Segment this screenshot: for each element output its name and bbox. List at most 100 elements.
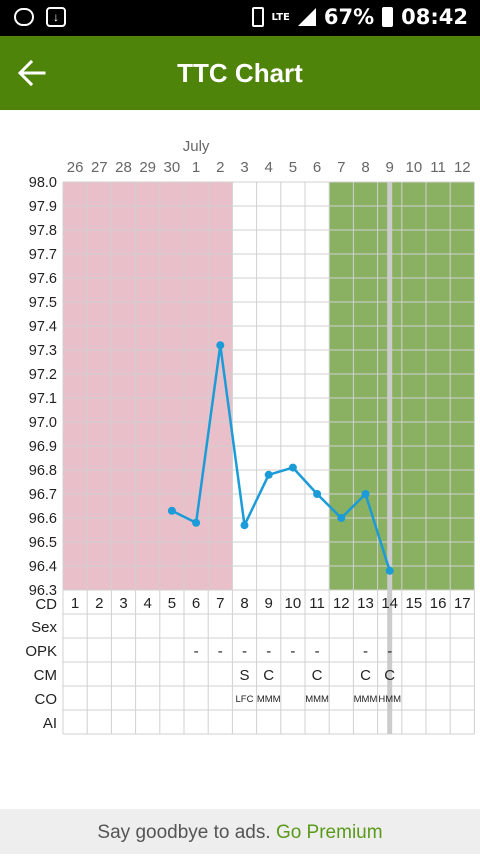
row-label-opk: OPK	[25, 643, 57, 660]
row-cell-opk: -	[315, 643, 320, 660]
date-label: 29	[139, 159, 156, 176]
y-tick-label: 97.2	[29, 367, 57, 383]
ad-banner: Say goodbye to ads. Go Premium	[0, 809, 480, 854]
y-tick-label: 97.9	[29, 199, 57, 215]
app-bar: TTC Chart	[0, 36, 480, 110]
row-label-co: CO	[35, 691, 58, 708]
y-tick-label: 97.0	[29, 415, 57, 431]
y-tick-label: 98.0	[29, 175, 57, 191]
row-cell-co: LFC	[236, 694, 254, 705]
battery-percent: 67%	[323, 5, 375, 29]
temperature-point[interactable]	[313, 490, 322, 498]
cycle-day-label: 17	[454, 595, 471, 612]
y-tick-label: 97.8	[29, 223, 57, 239]
cycle-day-label: 1	[71, 595, 79, 612]
y-tick-label: 97.3	[29, 343, 57, 359]
network-type: LTE	[271, 11, 290, 23]
row-cell-opk: -	[242, 643, 247, 660]
status-bar: ↓ LTE 67% 08:42	[0, 0, 480, 36]
date-label: 26	[67, 159, 84, 176]
y-tick-label: 96.3	[29, 583, 57, 599]
row-cell-opk: -	[218, 643, 223, 660]
temperature-point[interactable]	[192, 518, 201, 527]
row-cell-opk: -	[266, 643, 271, 660]
temperature-point[interactable]	[288, 463, 297, 472]
date-label: 5	[289, 159, 297, 176]
vibrate-icon	[251, 7, 264, 27]
cycle-day-label: 6	[192, 595, 200, 612]
temperature-point[interactable]	[385, 566, 394, 575]
date-label: 7	[337, 159, 345, 176]
cycle-day-label: 14	[381, 595, 398, 612]
cycle-day-label: 9	[265, 595, 273, 612]
battery-icon	[382, 7, 394, 27]
date-label: 9	[386, 159, 394, 176]
cycle-day-label: 16	[430, 595, 447, 612]
date-label: 10	[406, 159, 423, 176]
cycle-day-label: 2	[95, 595, 103, 612]
temperature-point[interactable]	[361, 490, 370, 498]
row-label-ai: AI	[43, 715, 57, 732]
date-label: 2	[216, 159, 224, 176]
y-tick-label: 97.6	[29, 271, 57, 287]
row-cell-co: MMM	[354, 694, 378, 705]
y-tick-label: 97.4	[29, 319, 57, 335]
cycle-day-label: 13	[357, 595, 374, 612]
clock: 08:42	[401, 5, 468, 29]
date-label: 6	[313, 159, 321, 176]
date-label: 8	[361, 159, 369, 176]
y-tick-label: 97.7	[29, 247, 57, 263]
banner-text: Say goodbye to ads.	[97, 822, 276, 843]
y-tick-label: 97.5	[29, 295, 57, 311]
signal-icon	[297, 8, 316, 26]
y-tick-label: 96.7	[29, 487, 57, 503]
go-premium-link[interactable]: Go Premium	[275, 822, 383, 843]
row-cell-opk: -	[363, 643, 368, 660]
today-marker	[387, 182, 393, 734]
date-label: 3	[240, 159, 248, 176]
row-cell-cm: C	[312, 667, 323, 684]
page-title: TTC Chart	[177, 58, 303, 88]
cycle-day-label: 5	[168, 595, 176, 612]
y-tick-label: 97.1	[29, 391, 57, 407]
y-tick-label: 96.4	[29, 559, 57, 575]
cycle-day-label: 15	[406, 595, 423, 612]
date-label: 30	[164, 159, 181, 176]
row-label-cd: CD	[35, 596, 57, 613]
month-label: July	[183, 138, 210, 155]
temperature-point[interactable]	[240, 521, 249, 530]
temperature-point[interactable]	[167, 506, 176, 515]
row-label-cm: CM	[34, 667, 57, 684]
y-tick-label: 96.5	[29, 535, 57, 551]
temperature-point[interactable]	[337, 514, 346, 522]
temperature-line	[171, 343, 391, 572]
date-label: 12	[454, 159, 471, 176]
row-label-sex: Sex	[31, 619, 57, 636]
row-cell-co: HMM	[378, 694, 401, 705]
temperature-point[interactable]	[264, 470, 273, 479]
cycle-day-label: 11	[309, 595, 325, 612]
row-cell-co: MMM	[257, 694, 281, 705]
cycle-day-label: 4	[144, 595, 152, 612]
date-label: 28	[115, 159, 132, 176]
temperature-point[interactable]	[216, 341, 225, 350]
cycle-day-label: 7	[216, 595, 224, 612]
row-cell-opk: -	[290, 643, 295, 660]
back-arrow-icon[interactable]	[14, 56, 48, 90]
date-label: 27	[91, 159, 108, 176]
chat-notification-icon	[14, 8, 34, 26]
cycle-day-label: 8	[240, 595, 248, 612]
cycle-day-label: 10	[285, 595, 302, 612]
date-label: 1	[192, 159, 200, 176]
y-tick-label: 96.9	[29, 439, 57, 455]
row-cell-cm: S	[239, 667, 249, 684]
download-notification-icon: ↓	[46, 7, 66, 27]
row-cell-cm: C	[384, 667, 395, 684]
cycle-day-label: 3	[119, 595, 127, 612]
date-label: 11	[430, 159, 446, 176]
y-tick-label: 96.8	[29, 463, 57, 479]
cycle-day-label: 12	[333, 595, 350, 612]
y-tick-label: 96.6	[29, 511, 57, 527]
row-cell-opk: -	[194, 643, 199, 660]
